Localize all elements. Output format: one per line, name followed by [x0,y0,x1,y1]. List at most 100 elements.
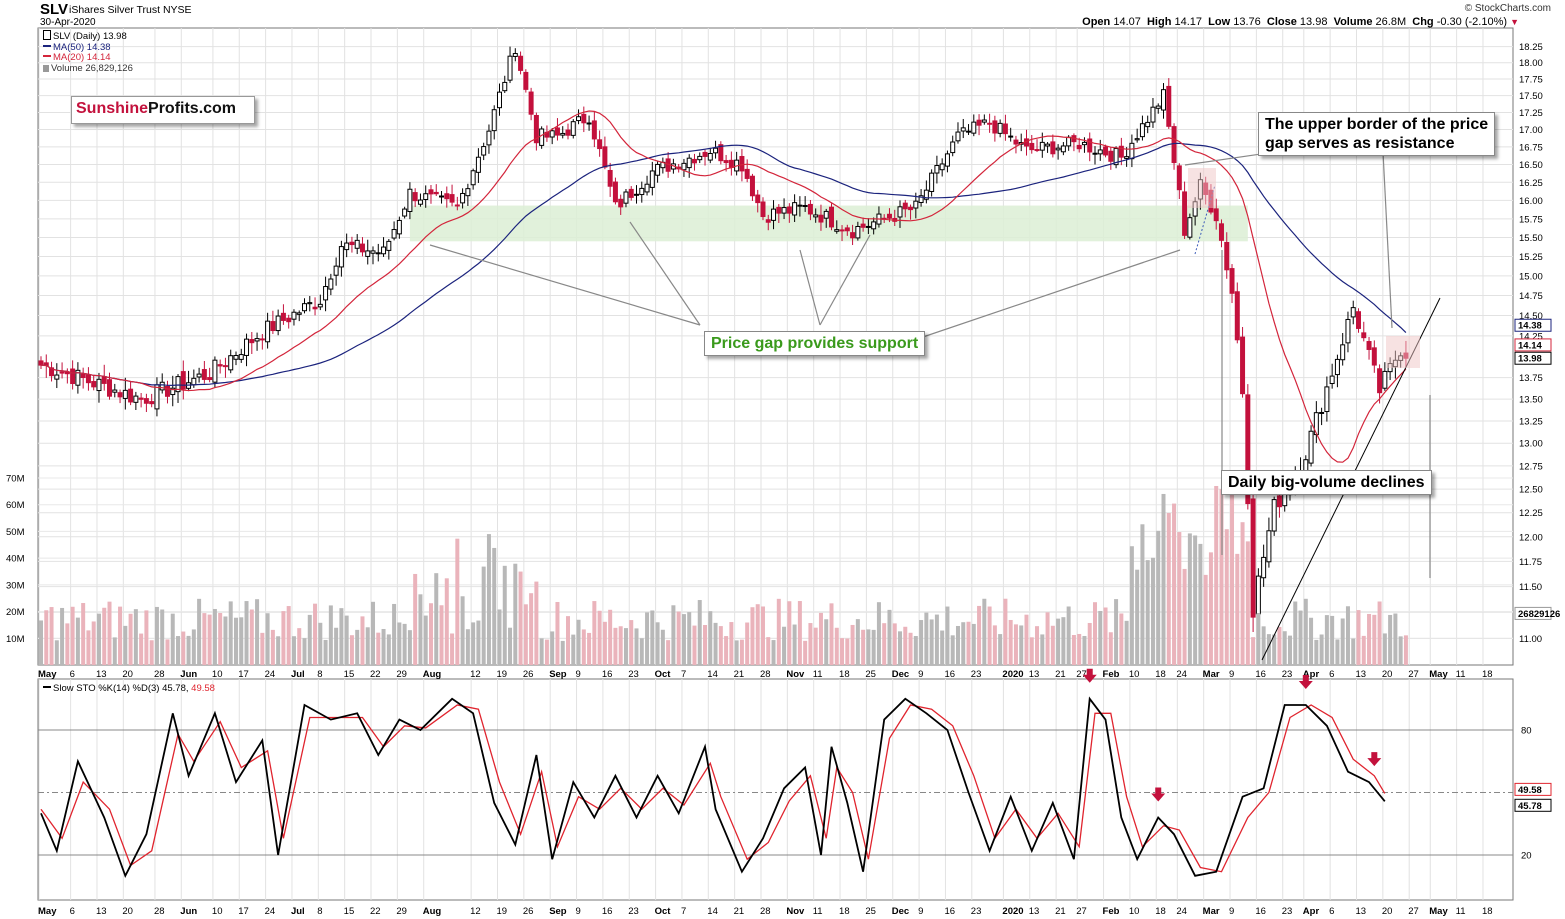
volume-bar [1172,503,1177,665]
volume-bar [1324,615,1329,665]
candle-body [286,317,292,323]
candle-body [1155,105,1161,109]
volume-bar [349,635,354,665]
volume-bar [697,600,702,665]
candle-body [523,71,529,90]
low-value: 13.76 [1233,16,1261,28]
candle-body [164,385,170,397]
volume-bar [908,632,913,665]
volume-tick-label: 50M [6,527,25,538]
volume-bar [544,639,549,665]
candle-body [91,381,97,388]
candle-body [1150,106,1156,123]
price-x-label: 7 [681,669,686,680]
volume-bar [355,629,360,665]
candle-body [201,369,207,380]
volume-bar [650,610,655,665]
volume-bar [1003,598,1008,665]
candle-body [365,250,371,257]
volume-bar [913,636,918,665]
volume-bar [1024,614,1029,665]
legend-volume-swatch [43,64,49,72]
candle-body [1002,123,1008,135]
candle-body [491,109,497,132]
volume-bar [1056,618,1061,665]
price-x-label: Jun [180,669,197,680]
volume-bar [386,634,391,665]
sto-x-label: 9 [576,906,581,917]
volume-bar [276,636,281,665]
candle-body [1340,344,1346,361]
candle-body [1145,121,1151,128]
price-tick-label: 14.75 [1519,291,1543,302]
volume-bar [882,623,887,665]
candle-body [865,225,871,228]
volume-bar [1214,485,1219,665]
price-last-label-box [1514,318,1552,332]
price-x-label: 23 [971,669,982,680]
volume-bar [297,628,302,665]
close-value: 13.98 [1299,16,1328,28]
volume-bar [866,629,871,665]
candle-body [554,127,560,136]
candle-body [765,219,771,223]
candle-body [1176,165,1182,191]
candle-body [212,359,218,383]
volume-tick-label: 70M [6,474,25,485]
volume-bar [597,610,602,665]
price-last-label: 14.14 [1518,340,1542,351]
candle-body [59,371,65,374]
price-x-label: 11 [1456,669,1466,680]
volume-bar [666,640,671,665]
candle-body [1218,223,1224,241]
price-x-label: Jul [291,669,305,680]
volume-bar [803,640,808,665]
candle-body [823,210,829,219]
volume-bar [492,547,497,665]
candle-body [807,203,813,215]
price-x-label: 9 [918,669,923,680]
candle-body [391,229,397,239]
volume-bar [165,639,170,665]
volume-bar [845,638,850,665]
price-x-label: May [1429,669,1448,680]
candle-body [323,286,329,301]
candle-body [549,130,555,138]
candle-body [681,162,687,171]
volume-bar [898,631,903,665]
volume-bar [344,615,349,665]
candle-body [818,214,824,223]
candle-body [744,168,750,179]
candle-body [375,252,381,255]
sto-tick-label: 20 [1521,851,1532,862]
candle-body [707,152,713,161]
volume-bar [70,606,75,665]
price-x-label: 18 [1482,669,1493,680]
volume-bar [112,637,117,665]
sto-panel-frame [37,678,1514,901]
volume-bar [945,606,950,665]
volume-bar [1393,613,1398,665]
candle-body [802,205,808,208]
volume-bar [824,619,829,665]
price-x-label: 22 [370,669,381,680]
candle-body [918,195,924,204]
volume-bar [1066,606,1071,665]
volume-bar [1040,634,1045,665]
volume-bar [1087,622,1092,665]
volume-bar [118,606,123,665]
volume-bar [713,622,718,665]
candle-body [987,122,993,125]
sto-x-label: 23 [1282,906,1293,917]
candle-body [570,121,576,136]
volume-bar [1235,553,1240,665]
legend-main-text: SLV (Daily) 13.98 [53,31,127,42]
price-x-label: 20 [122,669,133,680]
candle-body [749,175,755,197]
candle-body [1134,138,1140,141]
candle-body [1382,370,1388,389]
pointer-line [429,244,701,326]
volume-bar [508,627,513,665]
candle-body [1271,499,1277,532]
